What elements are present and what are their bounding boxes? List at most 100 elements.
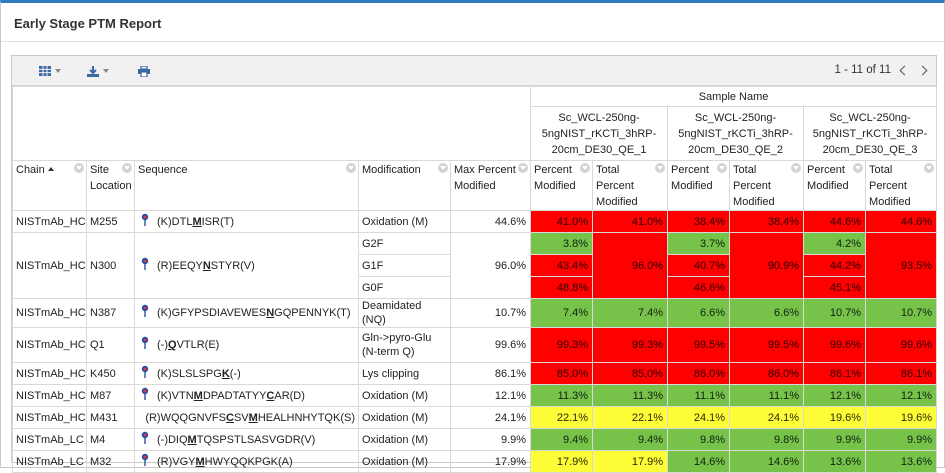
sequence-cell: (R)VGYMHWYQQKPGK(A) xyxy=(135,451,359,473)
column-menu-icon[interactable] xyxy=(924,163,934,173)
column-menu-icon[interactable] xyxy=(518,163,528,173)
sequence-segment: (K)GFYPSDIAVEWES xyxy=(157,307,266,319)
total-percent-modified-cell: 96.0% xyxy=(593,233,668,299)
column-menu-icon[interactable] xyxy=(580,163,590,173)
column-chain[interactable]: Chain xyxy=(13,161,87,211)
column-menu-icon[interactable] xyxy=(438,163,448,173)
protein-location-icon[interactable] xyxy=(139,213,151,227)
site-cell: M32 xyxy=(87,451,135,473)
modified-residue: N xyxy=(203,260,211,272)
sequence: (-)QVTLR(E) xyxy=(138,338,355,352)
column-max-percent-modified[interactable]: Max Percent Modified xyxy=(451,161,531,211)
column-menu-icon[interactable] xyxy=(346,163,356,173)
protein-location-icon[interactable] xyxy=(139,387,151,401)
column-chain-label: Chain xyxy=(16,164,45,176)
sample-header: Sc_WCL-250ng-5ngNIST_rKCTi_3hRP-20cm_DE3… xyxy=(804,107,937,161)
next-page-icon[interactable] xyxy=(918,65,928,75)
sequence-segment: HWYQQKPGK(A) xyxy=(205,456,293,468)
total-percent-modified-cell: 86.0% xyxy=(730,363,804,385)
modification-cell: Lys clipping xyxy=(359,363,451,385)
column-sequence[interactable]: Sequence xyxy=(135,161,359,211)
percent-modified-cell: 6.6% xyxy=(668,299,730,328)
column-menu-icon[interactable] xyxy=(853,163,863,173)
modification-cell: Oxidation (M) xyxy=(359,211,451,233)
protein-location-icon[interactable] xyxy=(139,431,151,445)
column-total-percent-modified[interactable]: Total Percent Modified xyxy=(866,161,937,211)
max-percent-cell: 86.1% xyxy=(451,363,531,385)
column-menu-icon[interactable] xyxy=(791,163,801,173)
column-percent-modified[interactable]: Percent Modified xyxy=(531,161,593,211)
protein-location-icon[interactable] xyxy=(139,365,151,379)
chain-cell: NISTmAb_LC xyxy=(13,429,87,451)
column-percent-modified[interactable]: Percent Modified xyxy=(804,161,866,211)
modification-cell: Oxidation (M) xyxy=(359,407,451,429)
percent-modified-cell: 40.7% xyxy=(668,255,730,277)
total-percent-modified-cell: 99.6% xyxy=(866,328,937,363)
column-menu-icon[interactable] xyxy=(74,163,84,173)
percent-modified-cell: 99.5% xyxy=(668,328,730,363)
sequence-segment: GQPENNYK(T) xyxy=(274,307,350,319)
total-percent-modified-cell: 99.3% xyxy=(593,328,668,363)
sequence-cell: (R)EEQYNSTYR(V) xyxy=(135,233,359,299)
modified-residue: Q xyxy=(168,339,177,351)
sequence-text: (K)VTNMDPADTATYYCAR(D) xyxy=(157,390,305,402)
grid-toolbar: 1 - 11 of 11 xyxy=(12,56,936,86)
percent-modified-cell: 4.2% xyxy=(804,233,866,255)
chain-cell: NISTmAb_HC xyxy=(13,233,87,299)
column-menu-icon[interactable] xyxy=(655,163,665,173)
export-button[interactable] xyxy=(87,63,109,79)
sequence-cell: (-)QVTLR(E) xyxy=(135,328,359,363)
chain-cell: NISTmAb_HC xyxy=(13,211,87,233)
column-total-percent-modified[interactable]: Total Percent Modified xyxy=(730,161,804,211)
protein-location-icon[interactable] xyxy=(139,304,151,318)
percent-modified-cell: 3.7% xyxy=(668,233,730,255)
total-percent-modified-cell: 9.4% xyxy=(593,429,668,451)
chevron-down-icon xyxy=(55,69,61,73)
total-percent-modified-cell: 38.4% xyxy=(730,211,804,233)
percent-modified-cell: 9.8% xyxy=(668,429,730,451)
print-button[interactable] xyxy=(138,63,150,79)
percent-modified-cell: 14.6% xyxy=(668,451,730,473)
total-percent-modified-cell: 24.1% xyxy=(730,407,804,429)
total-percent-modified-cell: 11.1% xyxy=(730,385,804,407)
column-site-location[interactable]: Site Location xyxy=(87,161,135,211)
column-menu-icon[interactable] xyxy=(717,163,727,173)
chain-cell: NISTmAb_HC xyxy=(13,363,87,385)
column-percent-modified[interactable]: Percent Modified xyxy=(668,161,730,211)
prev-page-icon[interactable] xyxy=(900,65,910,75)
sample-name-group: Sample Name xyxy=(531,87,937,107)
column-total-percent-modified-label: Total Percent Modified xyxy=(869,164,911,208)
sequence: (R)EEQYNSTYR(V) xyxy=(138,259,355,273)
percent-modified-cell: 48.8% xyxy=(531,277,593,299)
sequence-segment: ISR(T) xyxy=(202,216,234,228)
max-percent-cell: 12.1% xyxy=(451,385,531,407)
sequence-cell: (R)WQQGNVFSCSVMHEALHNHYTQK(S) xyxy=(135,407,359,429)
modified-residue: M xyxy=(249,412,258,424)
column-total-percent-modified[interactable]: Total Percent Modified xyxy=(593,161,668,211)
sequence-segment: (-) xyxy=(230,368,241,380)
column-modification[interactable]: Modification xyxy=(359,161,451,211)
site-cell: N300 xyxy=(87,233,135,299)
total-percent-modified-cell: 13.6% xyxy=(866,451,937,473)
protein-location-icon[interactable] xyxy=(139,453,151,467)
protein-location-icon[interactable] xyxy=(139,336,151,350)
max-percent-cell: 44.6% xyxy=(451,211,531,233)
grid-view-button[interactable] xyxy=(39,63,61,79)
column-menu-icon[interactable] xyxy=(122,163,132,173)
total-percent-modified-cell: 14.6% xyxy=(730,451,804,473)
column-percent-modified-label: Percent Modified xyxy=(807,164,849,192)
percent-modified-cell: 24.1% xyxy=(668,407,730,429)
protein-location-icon[interactable] xyxy=(139,257,151,271)
sequence-text: (K)SLSLSPGK(-) xyxy=(157,368,241,380)
percent-modified-cell: 9.4% xyxy=(531,429,593,451)
percent-modified-cell: 22.1% xyxy=(531,407,593,429)
